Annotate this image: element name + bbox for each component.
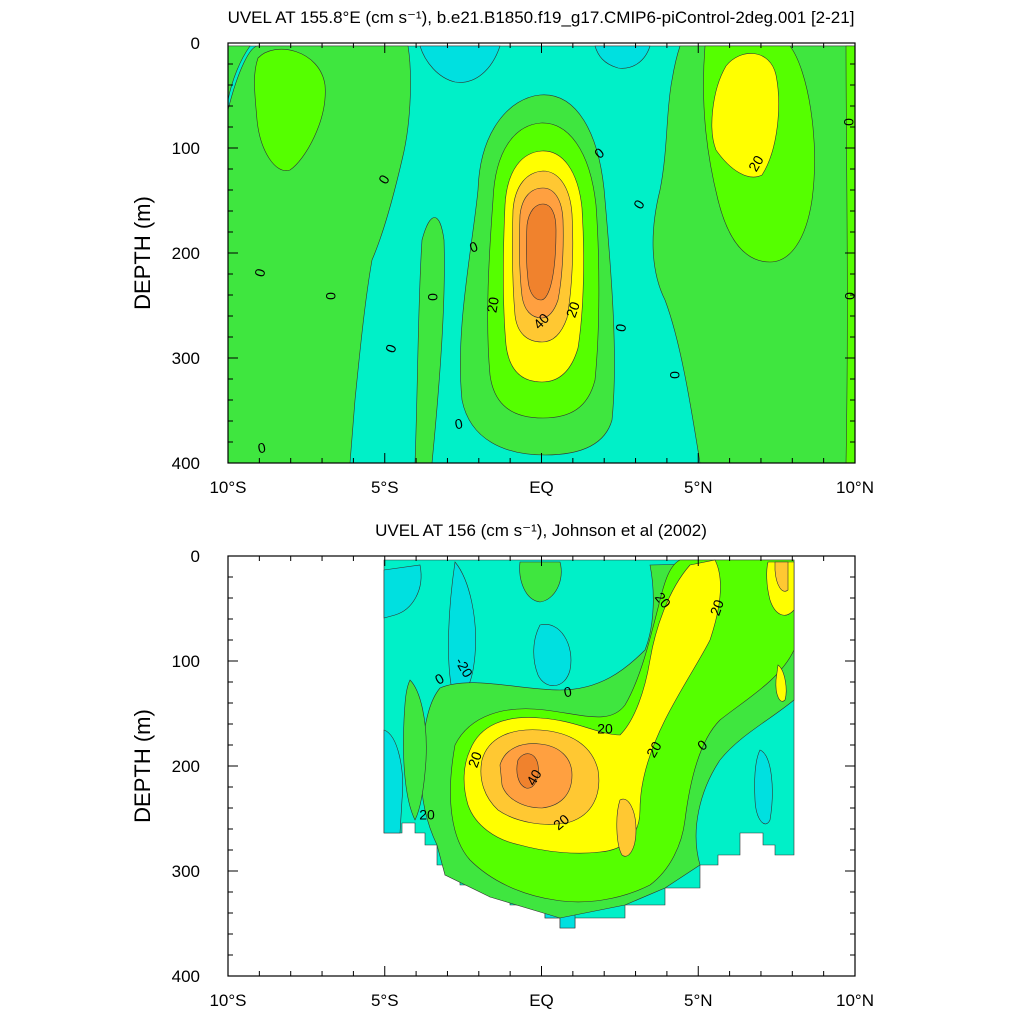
top-x-tick-label: 5°S [371,478,399,497]
bottom-contour-label: 20 [643,738,665,760]
bottom-y-tick-label: 0 [191,547,200,566]
bottom-x-tick-label: 10°S [209,991,246,1010]
bottom-y-tick-label: 100 [172,652,200,671]
bottom-contour-label: 20 [707,597,727,617]
top-contour-label: 0 [454,415,465,432]
bottom-x-tick-label: 5°S [371,991,399,1010]
top-westward-patch [419,45,501,83]
top-contour-label: 0 [257,439,268,456]
top-x-tick-label: 10°N [836,478,874,497]
bottom-y-axis-label: DEPTH (m) [130,709,155,823]
bottom-y-tick-label: 300 [172,862,200,881]
bottom-weak-positive-region [519,561,562,603]
top-contour-label: 0 [842,292,858,300]
top-contour-label: 0 [667,371,683,379]
bottom-positive-30-40-region [616,798,637,857]
top-contour-label: 0 [323,292,339,300]
top-westward-patch [594,45,651,69]
top-y-axis-label: DEPTH (m) [130,196,155,310]
bottom-westward-blob [754,749,773,825]
bottom-positive-30-40-region [774,561,789,592]
bottom-x-tick-label: EQ [529,991,554,1010]
bottom-contour-label: 20 [465,749,485,769]
top-east-edge-strip [845,45,855,463]
top-panel: UVEL AT 155.8°E (cm s⁻¹), b.e21.B1850.f1… [130,8,874,497]
bottom-contour-field [383,559,795,929]
top-x-tick-label: EQ [529,478,554,497]
top-y-tick-label: 300 [172,349,200,368]
bottom-contour-label: 20 [597,721,613,737]
bottom-westward-blob [383,729,403,834]
bottom-x-tick-label: 5°N [684,991,713,1010]
top-x-ticks: 10°S 5°S EQ 5°N 10°N [209,43,874,497]
bottom-y-tick-label: 400 [172,967,200,986]
bottom-panel: UVEL AT 156 (cm s⁻¹), Johnson et al (200… [130,521,874,1010]
bottom-positive-20-30-region [775,664,787,702]
top-y-tick-label: 400 [172,454,200,473]
bottom-contour-label: 0 [563,683,574,700]
top-x-tick-label: 5°N [684,478,713,497]
bottom-panel-title: UVEL AT 156 (cm s⁻¹), Johnson et al (200… [375,521,707,540]
top-contour-label: 0 [841,118,857,126]
top-y-tick-label: 0 [191,34,200,53]
bottom-y-tick-label: 200 [172,757,200,776]
top-contour-label: 20 [483,296,501,314]
bottom-contour-label: 20 [419,807,435,823]
top-contour-label: 0 [612,322,629,333]
bottom-westward-blob [383,564,422,619]
top-contour-label: 20 [745,152,767,174]
bottom-x-tick-label: 10°N [836,991,874,1010]
top-contour-label: 20 [563,299,583,319]
top-contour-label: 0 [251,267,269,279]
bottom-westward-blob [533,624,572,686]
top-panel-title: UVEL AT 155.8°E (cm s⁻¹), b.e21.B1850.f1… [228,8,855,27]
top-x-tick-label: 10°S [209,478,246,497]
bottom-contour-label: 40 [523,766,545,788]
top-south-core [254,49,326,171]
top-y-tick-label: 200 [172,244,200,263]
top-narrow-positive-tongue [414,217,445,463]
top-contour-field [228,45,855,463]
top-euc-shell-50 [526,203,557,301]
bottom-positive-above-50-core [516,753,539,789]
bottom-weak-positive-region [403,679,427,821]
top-contour-label: 0 [425,293,441,301]
bottom-x-ticks: 10°S 5°S EQ 5°N 10°N [209,556,874,1010]
top-north-core-shell-20 [711,53,779,178]
top-y-tick-label: 100 [172,139,200,158]
